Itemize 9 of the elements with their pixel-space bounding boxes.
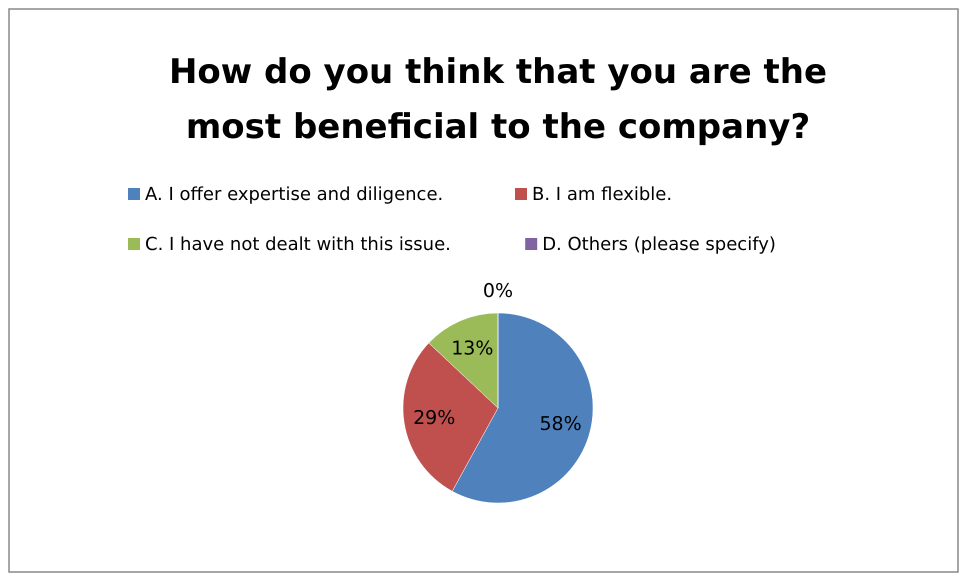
data-label: 13% [451,338,494,360]
text: 0% [482,280,514,302]
legend-label: B. I am flexible. [532,184,672,205]
chart-title: How do you think that you are the most beneficial to the company? [168,52,828,147]
legend-label: A. I offer expertise and diligence. [145,184,444,205]
data-label: 29% [413,407,456,430]
data-label: 58% [539,413,582,436]
legend-label: C. I have not dealt with this issue. [145,234,451,255]
legend-label: D. Others (please specify) [542,234,776,255]
